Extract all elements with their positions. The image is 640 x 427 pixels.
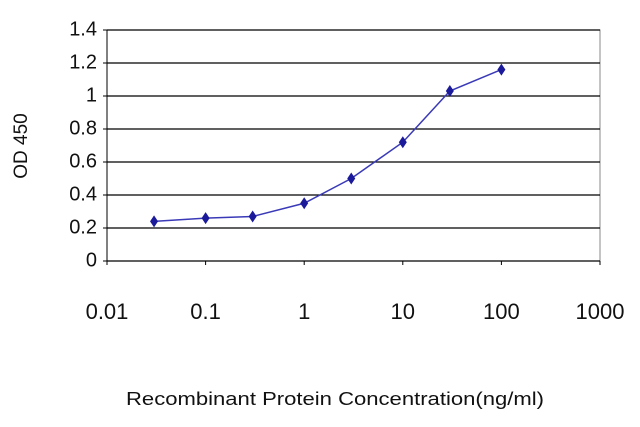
x-axis-label: Recombinant Protein Concentration(ng/ml)	[126, 389, 544, 409]
y-tick-label: 1.2	[69, 51, 97, 73]
y-tick-label: 1	[86, 84, 97, 106]
data-point	[497, 63, 506, 76]
y-tick-label: 0	[86, 249, 97, 271]
x-tick-label: 1	[298, 299, 310, 324]
x-tick-label: 10	[391, 299, 415, 324]
data-point	[150, 215, 159, 228]
data-point	[398, 136, 407, 149]
plot-area	[106, 29, 601, 262]
data-point	[201, 212, 210, 225]
x-tick-label: 0.01	[86, 299, 129, 324]
data-point	[445, 85, 454, 98]
x-tick-label: 1000	[576, 299, 625, 324]
y-tick-label: 0.2	[69, 216, 97, 238]
y-tick-label: 0.8	[69, 117, 97, 139]
y-axis-label: OD 450	[11, 113, 32, 178]
data-point	[300, 197, 309, 210]
x-tick-label: 0.1	[190, 299, 221, 324]
y-tick-label: 0.6	[69, 150, 97, 172]
y-tick-label: 1.4	[69, 18, 97, 40]
x-tick-label: 100	[483, 299, 520, 324]
data-line	[153, 68, 502, 223]
data-point	[248, 210, 257, 223]
y-tick-label: 0.4	[69, 183, 97, 205]
data-point	[347, 172, 356, 185]
